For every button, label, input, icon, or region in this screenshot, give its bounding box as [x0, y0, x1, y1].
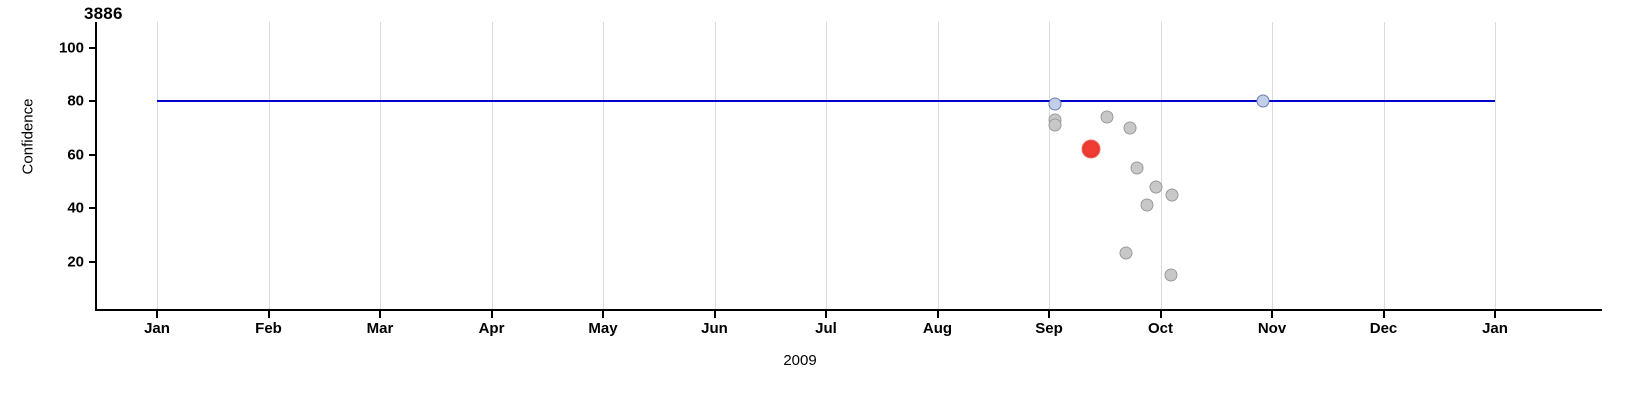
page-title: 3886 [84, 4, 123, 23]
data-point-grey-points-2[interactable] [1100, 110, 1114, 124]
x-tick-mark-6 [825, 311, 827, 318]
x-tick-label-nov-10: Nov [1257, 320, 1287, 337]
x-tick-mark-5 [713, 311, 716, 318]
x-tick-label-jan-12: Jan [1482, 320, 1508, 337]
x-tick-mark-10 [1271, 311, 1273, 318]
y-tick-mark-60 [89, 153, 95, 156]
x-tick-mark-3 [490, 311, 493, 318]
gridline-sep-8 [1049, 22, 1050, 309]
data-point-grey-points-5[interactable] [1149, 180, 1163, 194]
gridline-jul-6 [826, 22, 827, 309]
gridline-mar-2 [380, 22, 381, 309]
data-point-highlight-point-0[interactable] [1082, 140, 1100, 158]
y-tick-label-100: 100 [58, 39, 84, 56]
gridline-dec-11 [1383, 22, 1385, 309]
x-axis-label-text: 2009 [783, 352, 817, 369]
x-tick-mark-7 [936, 311, 939, 318]
data-point-blue-points-1[interactable] [1256, 94, 1270, 108]
y-tick-mark-100 [89, 46, 95, 49]
x-axis-label: 2009 [0, 352, 1650, 369]
y-tick-mark-40 [89, 207, 95, 209]
y-tick-label-80: 80 [67, 92, 84, 110]
x-axis-line [96, 309, 1602, 311]
x-tick-label-apr-3: Apr [478, 320, 505, 337]
x-tick-label-aug-7: Aug [922, 320, 953, 337]
gridline-feb-1 [268, 22, 270, 309]
x-tick-mark-8 [1048, 311, 1050, 318]
x-tick-label-sep-8: Sep [1035, 320, 1063, 337]
x-tick-label-may-4: May [588, 320, 618, 337]
x-tick-label-feb-1: Feb [255, 320, 282, 337]
y-axis-line [95, 22, 97, 311]
x-tick-label-jul-6: Jul [815, 320, 837, 337]
x-tick-mark-2 [379, 311, 381, 318]
x-tick-label-jan-0: Jan [144, 320, 170, 337]
gridline-oct-9 [1160, 22, 1162, 309]
gridline-may-4 [603, 22, 604, 309]
data-point-grey-points-4[interactable] [1130, 161, 1144, 175]
x-tick-mark-4 [602, 311, 604, 318]
x-tick-mark-1 [267, 311, 270, 318]
x-tick-label-oct-9: Oct [1147, 320, 1174, 337]
gridline-jun-5 [714, 22, 716, 309]
x-tick-mark-9 [1159, 311, 1162, 318]
y-tick-mark-20 [89, 260, 95, 263]
gridline-jan-0 [157, 22, 158, 309]
data-point-grey-points-8[interactable] [1164, 268, 1178, 282]
data-point-grey-points-7[interactable] [1119, 246, 1133, 260]
x-tick-label-jun-5: Jun [701, 320, 728, 337]
data-point-grey-points-9[interactable] [1140, 198, 1154, 212]
gridline-aug-7 [937, 22, 939, 309]
gridline-apr-3 [491, 22, 493, 309]
threshold-line [157, 100, 1495, 102]
x-tick-mark-12 [1494, 311, 1496, 318]
y-tick-mark-80 [89, 100, 95, 102]
data-point-grey-points-3[interactable] [1123, 121, 1137, 135]
y-tick-label-40: 40 [67, 199, 84, 217]
y-tick-label-60: 60 [67, 146, 84, 163]
x-tick-label-mar-2: Mar [366, 320, 394, 337]
data-point-blue-points-0[interactable] [1048, 97, 1062, 111]
gridline-jan-12 [1495, 22, 1496, 309]
y-axis-label: Confidence [19, 98, 37, 175]
x-tick-label-dec-11: Dec [1369, 320, 1398, 337]
y-tick-label-20: 20 [67, 253, 84, 270]
gridline-nov-10 [1272, 22, 1273, 309]
data-point-grey-points-1[interactable] [1048, 118, 1062, 132]
data-point-grey-points-6[interactable] [1165, 188, 1179, 202]
x-tick-mark-0 [156, 311, 158, 318]
x-tick-mark-11 [1382, 311, 1385, 318]
